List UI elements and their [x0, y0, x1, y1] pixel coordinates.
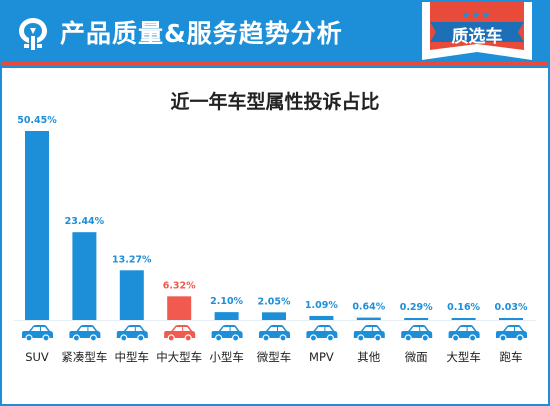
car-icon — [69, 325, 101, 342]
data-label: 6.32% — [163, 280, 196, 291]
data-label: 23.44% — [65, 216, 105, 227]
data-label: 2.05% — [258, 296, 291, 307]
bar — [309, 315, 334, 320]
category-label: SUV — [25, 350, 49, 364]
brand-logo-icon — [19, 18, 47, 50]
car-icon — [306, 325, 338, 342]
header-bar: 产品质量&服务趋势分析 ★★★ 质选车 — [2, 2, 548, 68]
category-label: 小型车 — [209, 350, 244, 364]
car-icon — [259, 325, 290, 342]
badge-ribbon-icon — [422, 2, 532, 60]
data-label: 0.29% — [400, 302, 433, 313]
bar — [119, 270, 144, 320]
bar — [72, 232, 97, 320]
car-icon — [496, 325, 527, 342]
bar — [25, 131, 49, 320]
data-label: 2.10% — [210, 296, 243, 307]
bar — [451, 318, 476, 320]
car-icon — [164, 325, 196, 342]
bar — [167, 296, 192, 320]
category-label: 紧凑型车 — [61, 350, 107, 364]
data-label: 13.27% — [112, 254, 152, 265]
car-icon — [448, 325, 480, 342]
car-icon — [401, 325, 433, 342]
data-label: 0.16% — [447, 302, 480, 313]
category-label: 中型车 — [115, 350, 150, 364]
data-label: 50.45% — [17, 115, 57, 126]
car-icon — [211, 325, 243, 342]
category-label: 微面 — [405, 350, 428, 364]
data-label: 0.64% — [352, 302, 385, 313]
badge-stars: ★★★ — [461, 11, 493, 21]
category-label: 中大型车 — [156, 350, 202, 364]
car-icon — [116, 325, 148, 342]
bar — [262, 312, 286, 320]
bar — [404, 318, 429, 320]
category-label: 大型车 — [446, 350, 481, 364]
chart-title: 近一年车型属性投诉占比 — [170, 91, 380, 113]
category-label: 微型车 — [257, 350, 292, 364]
header-accent-stripe — [2, 62, 548, 66]
badge-text: 质选车 — [451, 27, 503, 47]
car-icon — [353, 325, 385, 342]
car-icon — [22, 325, 53, 342]
quality-badge: ★★★ 质选车 — [422, 2, 532, 60]
category-label: MPV — [309, 350, 334, 364]
bar — [214, 312, 239, 320]
category-label: 其他 — [357, 350, 380, 364]
bar — [499, 318, 523, 320]
category-label: 跑车 — [500, 350, 523, 364]
bar — [356, 317, 381, 320]
data-label: 1.09% — [305, 300, 338, 311]
data-label: 0.03% — [495, 302, 528, 313]
header-title: 产品质量&服务趋势分析 — [60, 19, 343, 48]
